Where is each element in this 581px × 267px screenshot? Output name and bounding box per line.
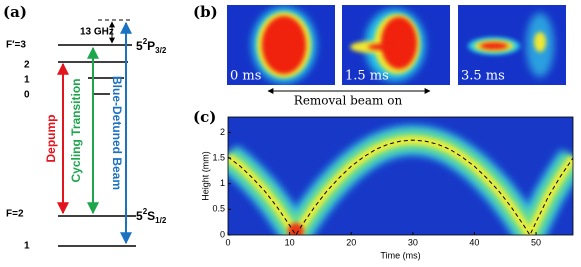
level-label: 2 [24,60,30,71]
state-n: 5 [136,209,143,223]
x-tick-label: 50 [531,237,541,247]
level-label: 1 [24,241,30,252]
transitions: Depump Cycling Transition Blue-Detuned Bea… [44,21,132,245]
y-axis-label: Height (mm) [200,151,210,201]
frame-label: 3.5 ms [461,69,505,84]
x-tick-label: 30 [408,237,418,247]
x-axis-label: Time (ms) [380,250,420,260]
image [458,5,566,85]
x-tick-label: 40 [469,237,479,247]
frame-label: 0 ms [230,69,261,84]
state-sup: 2 [143,207,148,216]
detuning-label: 13 GHz [80,27,114,38]
panel-a: (a) 13 GHz F′=3 2 1 0 52P3/2 F=2 1 52S1/… [3,3,167,252]
trajectory [228,139,573,235]
panel-label: (a) [3,3,27,21]
y-tick-label: 1.5 [212,152,225,162]
x-tick-label: 0 [225,237,230,247]
plot-frame [227,116,574,236]
state-label: 52P3/2 [136,37,167,55]
intensity-peak [287,223,304,235]
image [227,5,335,85]
level-label: F=2 [6,209,24,220]
panel-b: (b) 0 ms 1.5 ms 3.5 ms Removal beam o [193,3,566,108]
panel-label: (c) [193,108,216,126]
state-sub: 3/2 [155,46,167,55]
x-tick-label: 20 [346,237,356,247]
transition-label: Blue-Detuned Beam [110,76,124,190]
y-tick-label: 0.5 [212,204,225,214]
x-tick-label: 10 [285,237,295,247]
image [342,5,450,85]
state-sup: 2 [143,37,148,46]
state-letter: P [147,39,155,53]
caption: Removal beam on [294,94,403,108]
transition-label: Depump [44,115,58,163]
y-tick-label: 2 [220,127,225,137]
transition-label: Cycling Transition [69,78,83,182]
panel-label: (b) [193,3,218,21]
state-label: 52S1/2 [136,207,167,225]
state-sub: 1/2 [155,216,167,225]
state-letter: S [147,209,155,223]
level-label: 1 [24,75,30,86]
y-tick-label: 1 [220,178,225,188]
level-label: 0 [24,90,30,101]
frame-label: 1.5 ms [345,69,389,84]
heatmap [228,117,573,235]
level-label: F′=3 [6,40,26,51]
state-n: 5 [136,39,143,53]
y-tick-label: 0 [220,229,225,239]
